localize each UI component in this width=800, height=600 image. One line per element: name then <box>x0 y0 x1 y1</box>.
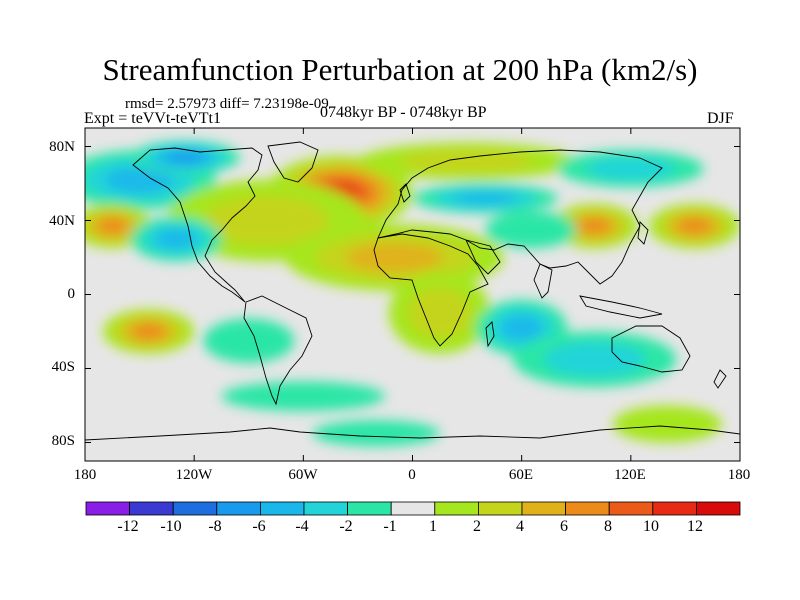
lat-label: 40N <box>49 213 75 229</box>
field-contour <box>166 151 205 164</box>
colorbar-label: -1 <box>383 518 397 535</box>
axis-ticks <box>84 128 741 461</box>
field-contour <box>345 242 443 273</box>
field-contour <box>544 342 645 377</box>
field-contour <box>98 218 127 234</box>
experiment-label: Expt = teVVt-teVTt1 <box>84 110 221 127</box>
coast-madagascar <box>485 321 495 348</box>
lat-label: 40S <box>51 359 75 375</box>
field-contour <box>205 195 329 246</box>
coast-new-zealand <box>713 369 727 389</box>
lon-label: 120W <box>175 467 213 483</box>
colorbar-swatch <box>129 501 174 516</box>
colorbar-label: -8 <box>208 518 222 535</box>
colorbar-label: -2 <box>339 518 353 535</box>
field-contour <box>586 157 676 181</box>
field-contour <box>678 218 711 234</box>
field-contour <box>485 211 577 249</box>
field-contour <box>203 318 295 363</box>
lat-label: 0 <box>67 286 76 302</box>
colorbar-swatch <box>85 501 130 516</box>
coast-eurasia <box>377 149 663 285</box>
coast-arabia <box>465 239 501 275</box>
coast-indonesia <box>579 295 663 319</box>
coast-africa <box>373 233 489 347</box>
field-contour <box>221 381 386 412</box>
coast-greenland <box>267 141 319 183</box>
coast-britain <box>399 183 411 203</box>
colorbar-swatch <box>608 501 654 516</box>
colorbar-swatch <box>216 501 261 516</box>
field-contour <box>132 323 165 340</box>
season-label: DJF <box>707 110 734 127</box>
field-contour <box>612 405 722 443</box>
colorbar-swatch <box>521 501 566 516</box>
coast-india <box>533 263 553 299</box>
field-contour <box>501 315 542 341</box>
field-contour <box>579 218 610 234</box>
colorbar-swatch <box>477 501 523 516</box>
plot-title: Streamfunction Perturbation at 200 hPa (… <box>102 52 698 87</box>
colorbar-label: -12 <box>117 518 139 535</box>
field-contour <box>452 191 518 205</box>
lon-label: 60E <box>508 467 534 483</box>
coast-australia <box>611 325 691 373</box>
field-contour <box>105 166 174 193</box>
colorbar-label: 4 <box>516 518 524 535</box>
coast-japan <box>637 221 649 245</box>
colorbar-label: 2 <box>473 518 481 535</box>
coast-antarctica <box>85 425 740 441</box>
lon-label: 60W <box>288 467 318 483</box>
colorbar-label: -4 <box>295 518 309 535</box>
colorbar-swatch <box>172 501 218 516</box>
stats-label: rmsd= 2.57973 diff= 7.23198e-09 <box>125 96 329 112</box>
colorbar-label: 12 <box>687 518 703 535</box>
colorbar-label: -10 <box>160 518 182 535</box>
colorbar-swatch <box>347 501 392 516</box>
colorbar-swatch <box>565 501 610 516</box>
colorbar-swatch <box>652 501 697 516</box>
coast-north-america <box>132 147 263 303</box>
lon-label: 0 <box>408 467 416 483</box>
field-contour <box>399 149 535 173</box>
colorbar-label: -6 <box>252 518 266 535</box>
lon-label: 180 <box>73 467 97 483</box>
colorbar-label: 1 <box>429 518 437 535</box>
lon-label: 180 <box>727 467 751 483</box>
colorbar-label: 8 <box>604 518 612 535</box>
field-contour <box>312 420 440 447</box>
lon-label: 120E <box>614 467 646 483</box>
colorbar-label: 6 <box>560 518 568 535</box>
colorbar <box>85 501 741 516</box>
period-label: 0748kyr BP - 0748kyr BP <box>320 104 487 121</box>
coast-south-america <box>243 295 313 406</box>
field-contour <box>155 229 197 249</box>
colorbar-swatch <box>303 501 348 516</box>
coastline-layer <box>85 141 740 441</box>
lat-label: 80S <box>51 433 75 449</box>
lat-label: 80N <box>49 139 75 155</box>
colorbar-swatch <box>259 501 305 516</box>
colorbar-swatch <box>390 501 436 516</box>
colorbar-swatch <box>696 501 741 516</box>
field-layer <box>85 140 740 447</box>
colorbar-swatch <box>434 501 479 516</box>
colorbar-label: 10 <box>643 518 659 535</box>
